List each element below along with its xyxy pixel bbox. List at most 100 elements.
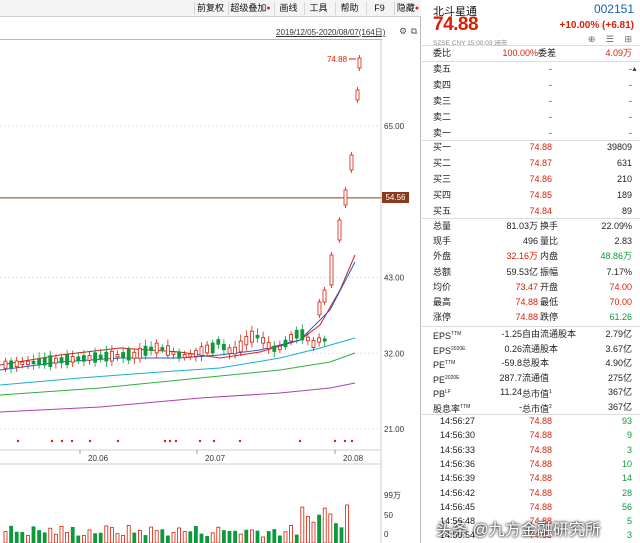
settings-icon[interactable]: ⚙ <box>398 26 408 36</box>
fundamental-label-sup: TTM <box>460 403 471 410</box>
ma5-line <box>0 254 356 366</box>
stock-code[interactable]: 002151 <box>593 2 634 16</box>
buy-level-label: 买五 <box>433 206 452 216</box>
volume-bar <box>149 526 154 543</box>
buy-level-volume: 89 <box>621 206 632 216</box>
sell-level-label: 卖一 <box>433 128 452 138</box>
sell-level-row: 卖五 - - ▲ <box>422 62 640 77</box>
y-tick-label: 65.00 <box>384 122 405 131</box>
stat-label: 换手 <box>540 221 559 231</box>
fundamental-label: 总市值1 <box>522 389 552 399</box>
volume-bar <box>160 529 165 543</box>
tick-row: 14:56:48 74.88 5 <box>422 514 640 529</box>
fundamental-label: 总股本 <box>522 358 550 368</box>
stat-row: 外盘 32.16万 内盘 48.86万 <box>422 249 640 264</box>
volume-bar <box>199 533 204 543</box>
tick-volume: 5 <box>626 516 632 527</box>
volume-bar <box>93 533 97 543</box>
volume-bar <box>333 523 338 543</box>
sell-level-label: 卖五 <box>433 64 452 74</box>
volume-bar <box>154 530 159 543</box>
expand-icon[interactable]: ⧉ <box>410 26 418 36</box>
toolbar-button-4[interactable]: 帮助 <box>335 2 363 15</box>
fundamental-label-sup: 2 <box>549 403 552 410</box>
sell-level-price: - <box>549 64 552 74</box>
volume-bar <box>205 535 210 543</box>
tick-price: 74.88 <box>529 444 552 455</box>
toolbar-button-6[interactable]: 隐藏● <box>394 2 421 15</box>
sell-level-label: 卖二 <box>433 112 452 122</box>
candle-body <box>227 347 232 355</box>
candle-body <box>311 340 316 348</box>
stat-value: 74.00 <box>609 281 632 292</box>
candle-body <box>193 350 198 357</box>
date-range-label[interactable]: 2019/12/05-2020/08/07(164日) <box>276 28 386 37</box>
volume-bar <box>311 521 316 543</box>
kline-chart-panel: 前复权 超级叠加● 画线 工具 帮助 F9 隐藏● 2019/12/05-2020/08/0… <box>0 0 421 543</box>
candle-body <box>48 355 53 367</box>
candle-body <box>300 329 305 341</box>
tick-volume: 93 <box>621 416 632 426</box>
fundamental-value: 2.79亿 <box>605 329 632 339</box>
volume-bar <box>289 525 294 543</box>
stat-label: 量比 <box>540 236 559 247</box>
volume-bar <box>272 529 277 543</box>
buy-level-row: 买五 74.84 89 <box>422 204 640 219</box>
candle-body <box>255 334 260 339</box>
fundamental-label-sup: LF <box>445 389 451 395</box>
candle-body <box>59 357 64 364</box>
tick-time: 14:56:39 <box>440 473 476 484</box>
toolbar-button-0[interactable]: 前复权 <box>194 2 226 15</box>
buy-level-row: 买四 74.85 189 <box>422 188 640 203</box>
top-divider <box>0 39 382 40</box>
sell-level-price: - <box>549 112 552 122</box>
stat-label: 跌停 <box>540 312 559 323</box>
volume-bar <box>294 534 299 543</box>
scroll-up-icon[interactable]: ▲ <box>631 66 638 73</box>
fundamental-value: -59.8 <box>501 358 522 368</box>
stat-value: 74.88 <box>515 297 538 307</box>
volume-bar <box>328 513 333 543</box>
tick-time: 14:56:36 <box>440 458 476 469</box>
stock-name: 北斗星通 <box>433 6 477 18</box>
candle-body <box>337 219 342 241</box>
section-divider <box>422 326 640 327</box>
section-divider <box>422 61 640 62</box>
tick-row: 14:56:33 74.88 3 <box>422 443 640 458</box>
toolbar-button-3[interactable]: 工具 <box>304 2 332 15</box>
sell-level-row: 卖一 - - <box>422 126 640 141</box>
buy-level-price: 74.88 <box>529 142 552 152</box>
stat-value: 59.53亿 <box>506 266 538 277</box>
volume-bar <box>165 535 170 543</box>
candlestick-chart[interactable]: 65.00 43.00 32.00 21.00 20.06 20.07 20.08 74.88… <box>0 40 421 543</box>
y-tick-label: 43.00 <box>384 274 405 283</box>
toolbar-icons[interactable]: ⊕ ☰ ⊞ <box>587 34 636 44</box>
toolbar-button-1[interactable]: 超级叠加● <box>228 2 272 15</box>
x-tick-label: 20.07 <box>205 454 226 463</box>
fundamental-value: - <box>519 401 522 412</box>
tick-price: 74.88 <box>529 416 552 426</box>
candle-body <box>160 347 165 351</box>
tick-time: 14:56:54 <box>440 530 476 541</box>
sell-level-row: 卖四 - - <box>422 78 640 93</box>
tick-volume: 3 <box>626 530 632 541</box>
toolbar-button-2[interactable]: 画线 <box>274 2 302 15</box>
candle-body <box>349 154 354 171</box>
event-marker <box>350 439 354 443</box>
stat-value: 74.88 <box>515 312 538 323</box>
stat-value: 22.09% <box>601 221 632 231</box>
buy-level-label: 买三 <box>433 174 452 184</box>
tick-row: 14:56:54 74.88 3 <box>422 528 640 543</box>
volume-bar <box>87 529 92 543</box>
toolbar-button-5[interactable]: F9 <box>366 2 392 15</box>
stat-row: 总量 81.03万 换手 22.09% <box>422 219 640 234</box>
event-marker <box>198 439 202 443</box>
fundamental-row: 股息率TTM - 总市值2 367亿 <box>422 400 640 415</box>
volume-bar <box>121 535 125 543</box>
candle-body <box>76 356 81 362</box>
event-marker <box>163 439 167 443</box>
stat-value: 81.03万 <box>506 221 538 231</box>
stat-label: 最高 <box>433 297 452 307</box>
fundamental-label: 自由流通股本 <box>522 329 577 339</box>
volume-bar <box>339 527 344 543</box>
